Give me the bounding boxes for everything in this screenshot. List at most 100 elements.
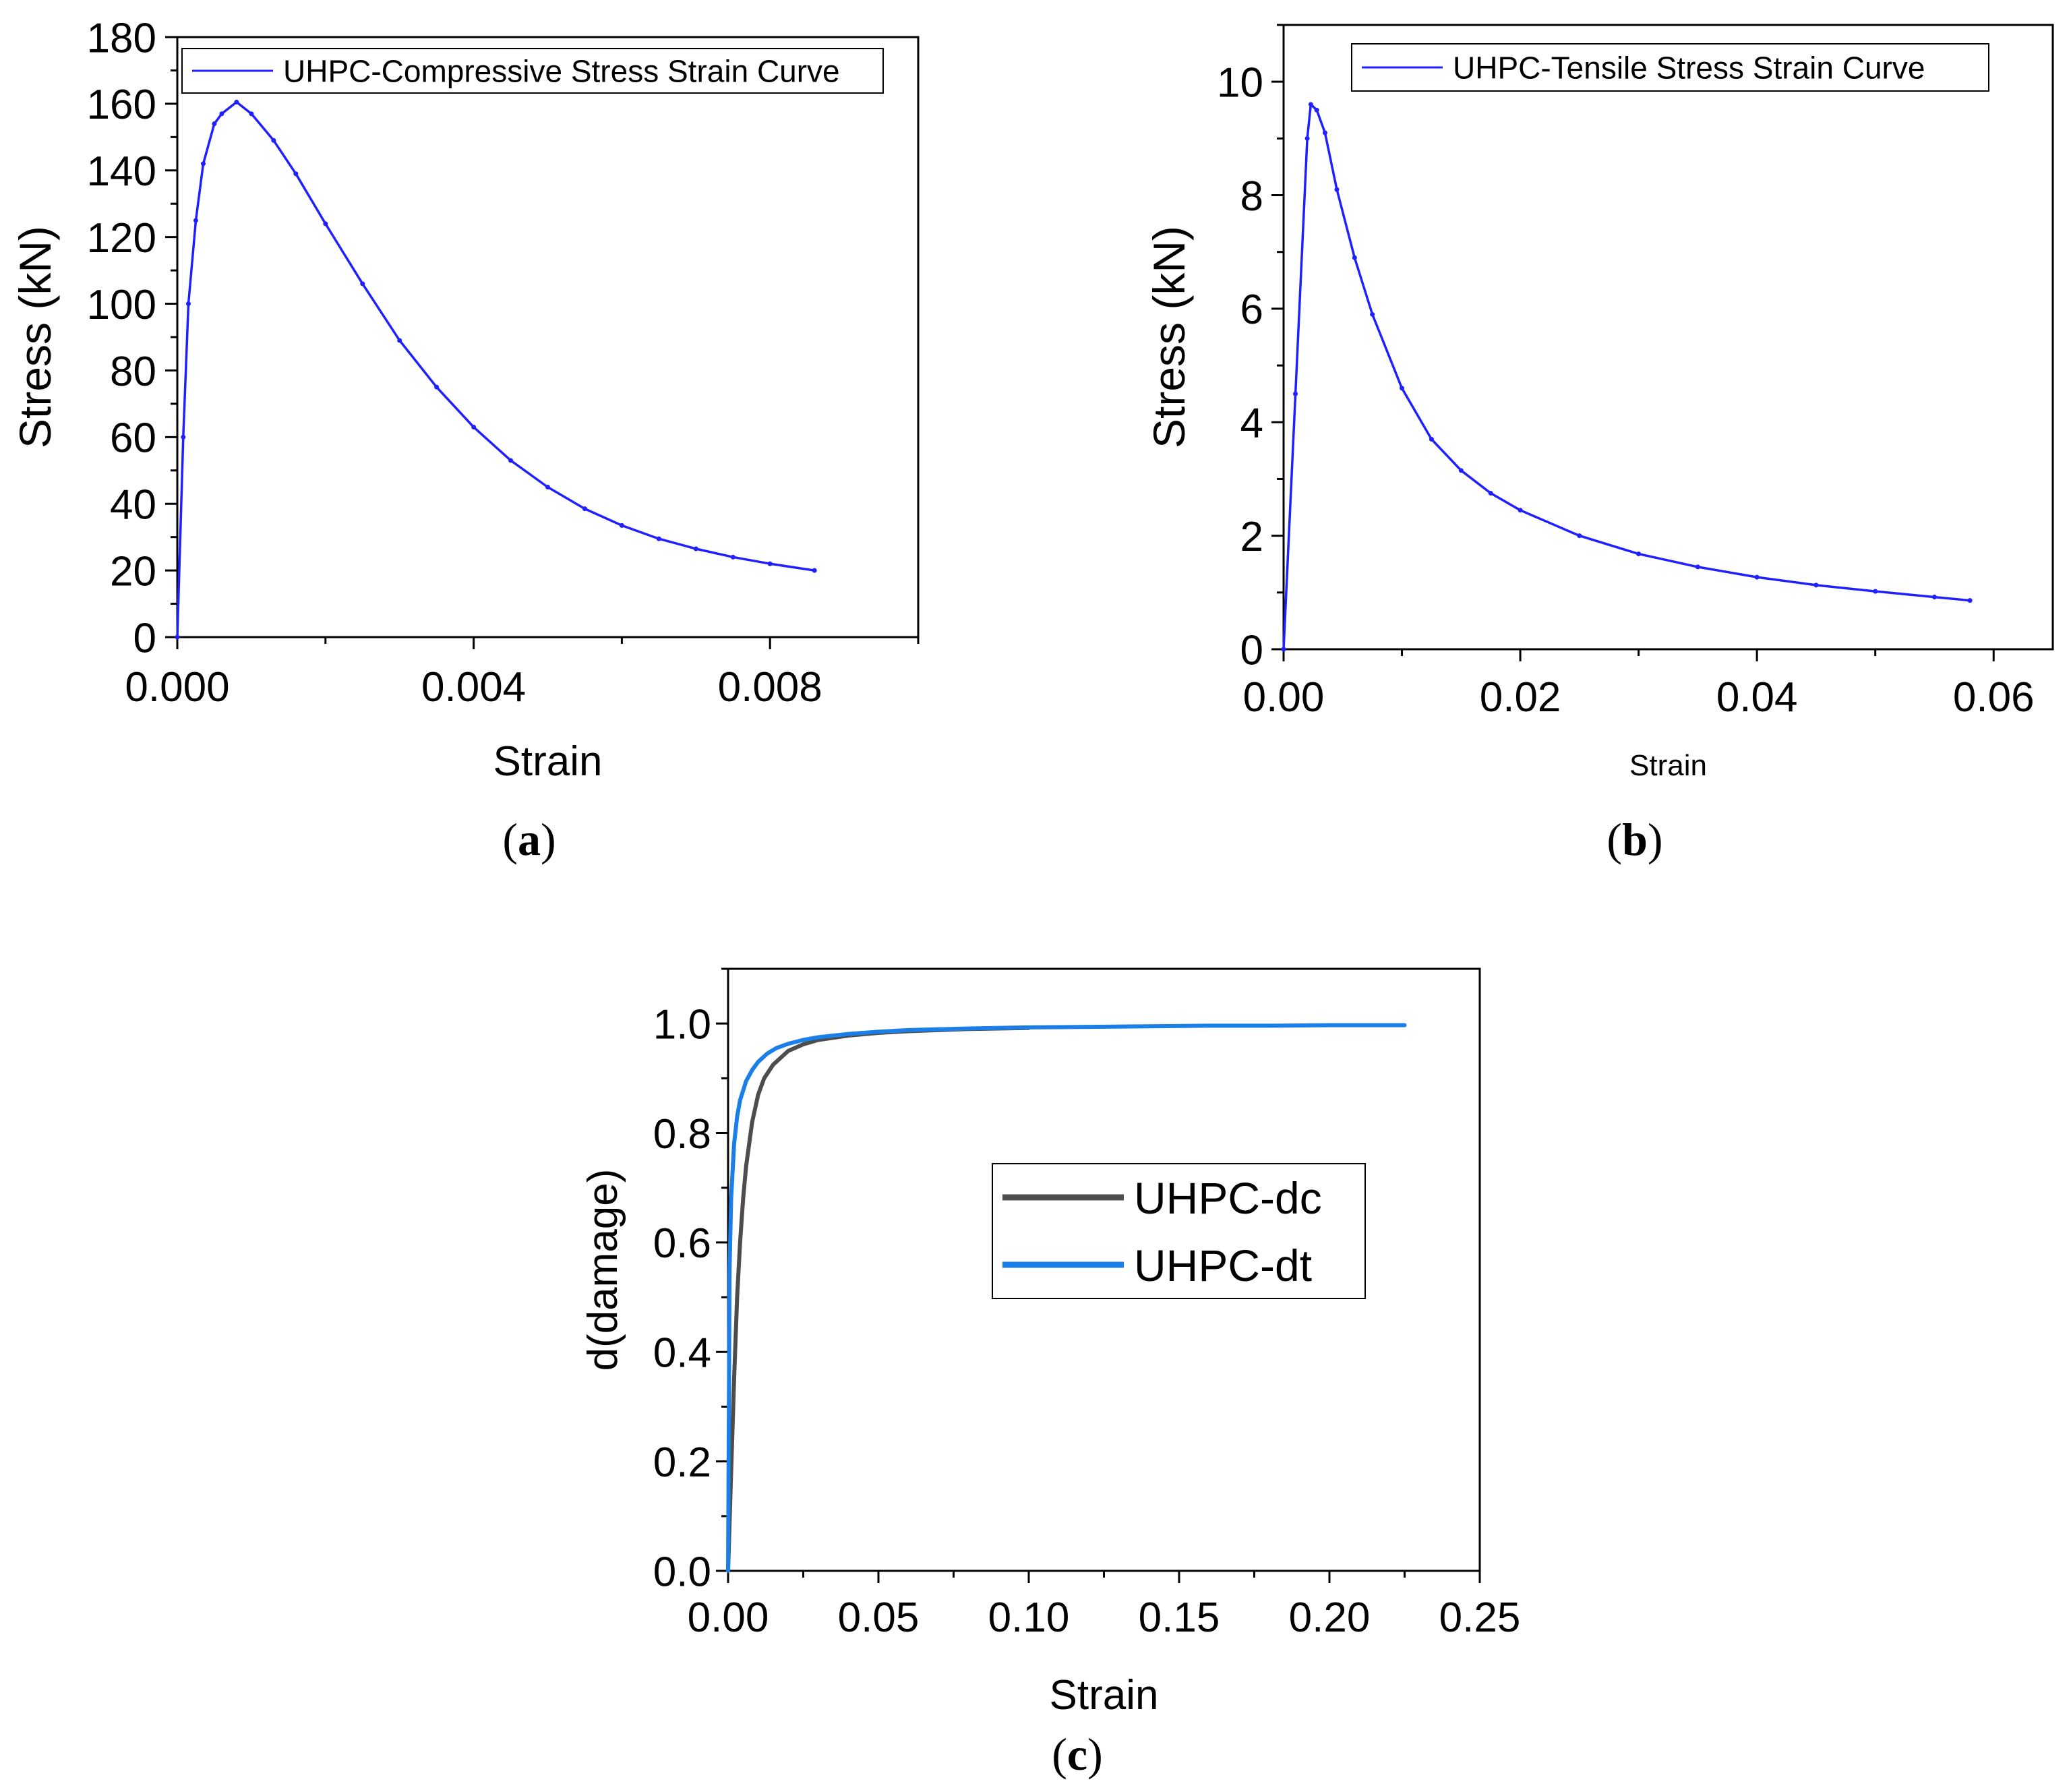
data-point-c-1 [744, 1079, 748, 1083]
data-point-b-0 [1334, 187, 1340, 192]
data-point-c-1 [1327, 1023, 1331, 1027]
data-point-c-0 [741, 1197, 745, 1201]
x-tick-label-c: 0.00 [688, 1594, 769, 1641]
panel-label-c-close: ) [1087, 1729, 1103, 1780]
data-point-b-0 [1931, 595, 1937, 600]
data-point-c-1 [738, 1098, 742, 1102]
data-point-b-0 [1400, 386, 1405, 391]
data-point-c-1 [765, 1052, 769, 1056]
x-tick-label-c: 0.20 [1289, 1594, 1371, 1641]
x-tick-label-c: 0.25 [1439, 1594, 1521, 1641]
data-point-b-0 [1813, 583, 1819, 588]
y-tick-label-a: 60 [110, 415, 156, 462]
data-point-c-0 [802, 1042, 805, 1046]
data-point-b-0 [1308, 102, 1313, 107]
y-tick-label-a: 20 [110, 548, 156, 595]
data-point-c-0 [744, 1164, 748, 1168]
data-point-c-1 [846, 1032, 850, 1036]
data-point-c-0 [786, 1049, 790, 1053]
data-point-c-1 [1403, 1023, 1406, 1027]
data-point-a-0 [619, 522, 624, 528]
data-point-c-1 [786, 1042, 790, 1046]
data-point-a-0 [175, 634, 180, 640]
data-point-c-1 [756, 1060, 760, 1064]
data-point-c-1 [735, 1114, 739, 1118]
data-point-a-0 [185, 301, 191, 307]
legend-label-c-0: UHPC-dc [1134, 1173, 1322, 1223]
data-point-c-1 [726, 1569, 730, 1573]
data-point-a-0 [582, 506, 587, 512]
data-point-a-0 [234, 99, 239, 104]
data-point-b-0 [1370, 311, 1375, 317]
data-point-a-0 [730, 554, 736, 560]
x-tick-label-a: 0.004 [421, 664, 526, 711]
data-point-c-1 [750, 1068, 754, 1072]
panel-label-b-close: ) [1648, 814, 1663, 865]
y-tick-label-a: 120 [87, 215, 156, 262]
x-axis-label-b: Strain [1629, 749, 1707, 782]
data-point-b-0 [1314, 107, 1319, 113]
data-point-a-0 [193, 218, 198, 223]
data-point-b-0 [1458, 468, 1464, 473]
data-point-c-0 [762, 1076, 767, 1080]
y-tick-label-c: 0.6 [653, 1220, 711, 1267]
legend-box-c [992, 1163, 1366, 1299]
data-point-a-0 [212, 121, 217, 127]
data-point-a-0 [656, 536, 661, 541]
x-tick-label-c: 0.15 [1139, 1594, 1220, 1641]
data-point-c-1 [727, 1268, 731, 1272]
panel-label-c-letter: c [1067, 1729, 1087, 1780]
data-point-a-0 [271, 138, 276, 143]
data-point-a-0 [181, 434, 186, 440]
y-axis-label-b: Stress (kN) [1144, 226, 1194, 448]
data-point-c-1 [907, 1028, 911, 1032]
legend-label-b-0: UHPC-Tensile Stress Strain Curve [1453, 51, 1925, 86]
panel-label-a-close: ) [541, 814, 556, 865]
data-point-a-0 [508, 458, 514, 463]
data-point-b-0 [1967, 598, 1973, 603]
panel-label-b: (b) [1607, 814, 1662, 865]
data-point-c-0 [732, 1377, 736, 1381]
x-tick-label-a: 0.000 [125, 664, 229, 711]
data-point-c-0 [738, 1241, 742, 1245]
legend-label-a-0: UHPC-Compressive Stress Strain Curve [283, 54, 840, 89]
data-point-b-0 [1873, 589, 1878, 594]
legend-label-c-1: UHPC-dt [1134, 1241, 1312, 1290]
data-point-b-0 [1304, 136, 1310, 141]
y-tick-label-a: 180 [87, 15, 156, 61]
data-point-c-0 [756, 1093, 760, 1097]
panel-label-a-open: ( [502, 814, 518, 865]
y-tick-label-c: 0.4 [653, 1330, 711, 1377]
y-tick-label-b: 4 [1240, 400, 1263, 447]
data-point-a-0 [545, 485, 550, 489]
x-axis-label-a: Strain [493, 738, 603, 785]
data-point-b-0 [1322, 130, 1327, 136]
y-tick-label-a: 0 [133, 615, 156, 661]
x-tick-label-b: 0.00 [1243, 674, 1325, 721]
y-tick-label-c: 1.0 [653, 1002, 711, 1048]
x-tick-label-b: 0.06 [1953, 674, 2035, 721]
y-axis-label-c: d(damage) [580, 1169, 626, 1371]
data-point-c-1 [967, 1026, 971, 1030]
data-point-c-1 [802, 1038, 805, 1042]
data-point-b-0 [1577, 533, 1582, 539]
y-tick-label-b: 8 [1240, 173, 1263, 220]
data-point-c-1 [1207, 1023, 1211, 1027]
data-point-c-1 [1027, 1025, 1031, 1029]
series-line-a-0 [176, 100, 816, 638]
x-tick-label-c: 0.05 [838, 1594, 920, 1641]
chart-b-tensile-stress-strain: 0.00 0.02 0.04 0.06 0 2 4 6 8 10 Strain Stress (kN)… [1144, 24, 2054, 782]
data-point-b-0 [1636, 551, 1642, 557]
data-point-b-0 [1488, 491, 1493, 496]
x-tick-label-c: 0.10 [988, 1594, 1070, 1641]
data-point-b-0 [1293, 391, 1298, 396]
data-point-c-1 [1147, 1024, 1151, 1028]
data-point-c-1 [816, 1035, 820, 1039]
y-tick-label-a: 140 [87, 148, 156, 195]
y-tick-label-b: 2 [1240, 514, 1263, 560]
y-tick-label-a: 80 [110, 349, 156, 395]
data-point-c-1 [1267, 1023, 1271, 1027]
chart-c-damage-strain: 0.00 0.05 0.10 0.15 0.20 0.25 0.0 0.2 0.4 0.6 0.8 1… [580, 967, 1521, 1719]
y-tick-label-a: 100 [87, 282, 156, 328]
data-point-b-0 [1429, 437, 1434, 442]
